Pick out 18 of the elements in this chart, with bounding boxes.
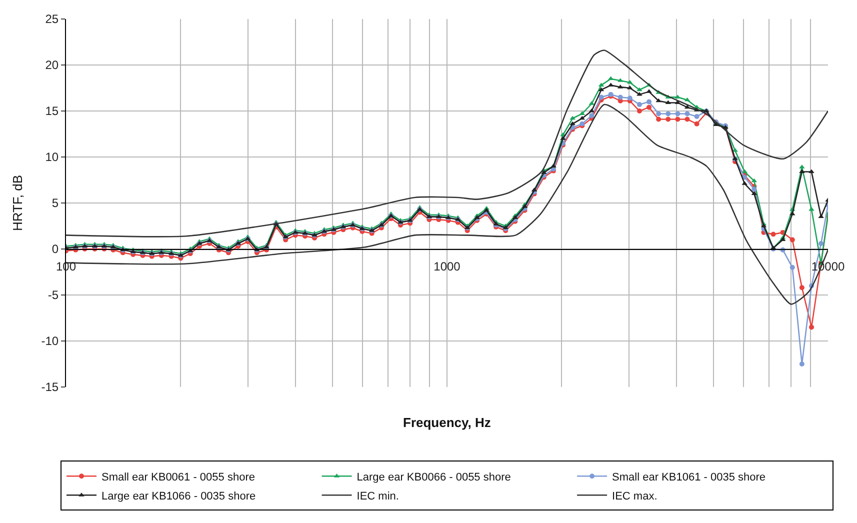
y-axis-title: HRTF, dB <box>10 174 26 232</box>
legend-label: Large ear KB0066 - 0055 shore <box>356 471 511 484</box>
y-tick-label: -10 <box>41 334 59 348</box>
legend-label: Small ear KB1061 - 0035 shore <box>612 471 766 484</box>
y-tick-label: 20 <box>45 58 59 72</box>
y-tick-label: -15 <box>41 380 59 394</box>
y-tick-label: 5 <box>52 196 59 210</box>
y-tick-label: 25 <box>45 12 59 26</box>
y-tick-label: 0 <box>52 242 59 256</box>
x-tick-label: 1000 <box>434 259 461 274</box>
y-tick-label: -5 <box>48 288 59 302</box>
x-axis-title: Frequency, Hz <box>403 415 492 430</box>
y-tick-label: 15 <box>45 104 59 118</box>
legend-label: IEC max. <box>612 490 658 502</box>
legend-label: Small ear KB0061 - 0055 shore <box>102 471 255 484</box>
legend-label: IEC min. <box>356 490 399 502</box>
y-tick-label: 10 <box>45 150 59 164</box>
legend-label: Large ear KB1066 - 0035 shore <box>102 490 256 502</box>
